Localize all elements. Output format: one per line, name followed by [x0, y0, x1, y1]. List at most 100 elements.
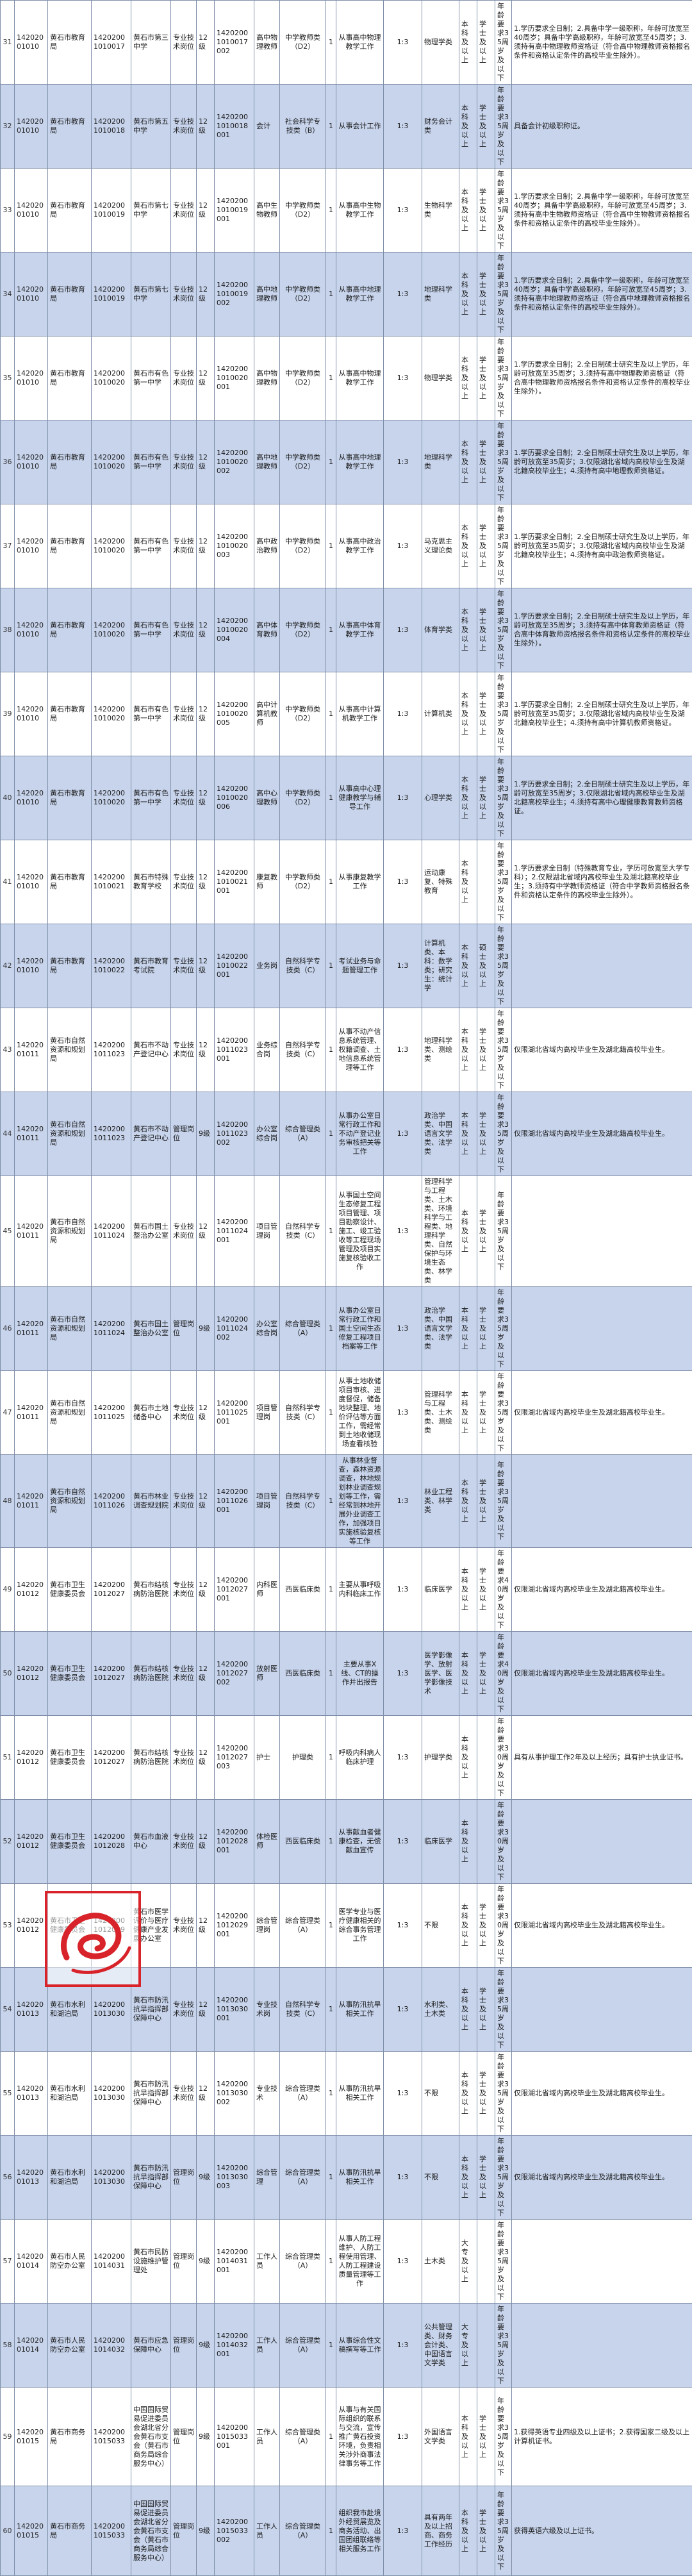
table-cell: 1:3 — [384, 1716, 422, 1800]
table-cell: 14202001012 — [15, 1800, 48, 1884]
table-cell: 1:3 — [384, 2304, 422, 2388]
table-cell: 黄石市第五中学 — [131, 85, 171, 169]
table-cell: 体育学类 — [422, 588, 459, 672]
table-cell: 33 — [1, 169, 15, 253]
table-cell: 1 — [326, 1800, 336, 1884]
table-cell: 管理岗位 — [171, 2388, 197, 2486]
table-cell: 学士及以上 — [477, 337, 495, 420]
table-cell: 生物科学类 — [422, 169, 459, 253]
table-cell: 14202001010018 — [92, 85, 131, 169]
table-cell: 12级 — [197, 337, 215, 420]
table-cell: 政治学类、中国语言文学类、法学类 — [422, 1092, 459, 1176]
table-cell: 14202001011024 — [92, 1287, 131, 1371]
table-cell: 14202001013030001 — [215, 1968, 254, 2052]
table-cell: 从事高中体育教学工作 — [336, 588, 384, 672]
table-cell: 1:3 — [384, 2486, 422, 2576]
table-cell: 管理岗位 — [171, 2486, 197, 2576]
table-cell: 1 — [326, 1968, 336, 2052]
table-cell: 14202001011025 — [92, 1371, 131, 1455]
table-cell: 12级 — [197, 1968, 215, 2052]
table-cell: 从事高中地理教学工作 — [336, 420, 384, 504]
table-cell: 护士 — [254, 1716, 280, 1800]
table-cell: 1:3 — [384, 1, 422, 85]
table-cell: 14202001010020004 — [215, 588, 254, 672]
table-cell: 专业技术岗位 — [171, 420, 197, 504]
table-cell: 自然科学专技类（C） — [280, 1968, 326, 2052]
table-cell: 学士及以上 — [477, 1884, 495, 1968]
table-cell: 高中物理教师 — [254, 337, 280, 420]
table-cell: 年龄要求35周岁及以下 — [495, 1287, 512, 1371]
table-cell: 业务综合岗 — [254, 1008, 280, 1092]
table-cell: 14202001011 — [15, 1092, 48, 1176]
table-cell: 运动康复、特殊教育 — [422, 840, 459, 924]
table-cell: 黄石市有色第一中学 — [131, 756, 171, 840]
table-cell: 1:3 — [384, 1632, 422, 1716]
table-cell: 本科及以上 — [459, 1455, 477, 1548]
table-cell: 仅限湖北省域内高校毕业生及湖北籍高校毕业生。 — [512, 2136, 692, 2220]
table-cell: 1 — [326, 1632, 336, 1716]
table-cell: 43 — [1, 1008, 15, 1092]
table-cell: 地理科学类、测绘类 — [422, 1008, 459, 1092]
table-cell: 专业技术岗位 — [171, 1548, 197, 1632]
table-cell: 1:3 — [384, 420, 422, 504]
table-cell: 仅限湖北省域内高校毕业生及湖北籍高校毕业生。 — [512, 2052, 692, 2136]
table-cell: 黄石市第七中学 — [131, 253, 171, 337]
table-cell: 地理科学类 — [422, 420, 459, 504]
table-cell: 39 — [1, 672, 15, 756]
table-cell: 14202001012027 — [92, 1548, 131, 1632]
table-cell: 项目管理岗 — [254, 1176, 280, 1287]
table-cell: 14202001013 — [15, 2052, 48, 2136]
table-cell: 学士及以上 — [477, 1092, 495, 1176]
table-cell: 1 — [326, 2486, 336, 2576]
table-cell: 1.学历要求全日制；2.具备中学一级职称，年龄可放宽至40周岁；具备中学高级职称… — [512, 169, 692, 253]
table-cell: 1 — [326, 2388, 336, 2486]
table-cell: 14202001010019001 — [215, 169, 254, 253]
table-cell: 本科及以上 — [459, 504, 477, 588]
table-cell: 14202001012027001 — [215, 1548, 254, 1632]
table-cell: 14202001010021 — [92, 840, 131, 924]
table-cell: 具有两年及以上招商、商务工作经历 — [422, 2486, 459, 2576]
table-cell: 本科及以上 — [459, 1716, 477, 1800]
table-cell: 1:3 — [384, 840, 422, 924]
table-cell: 不限 — [422, 2136, 459, 2220]
table-cell: 黄石市卫生健康委员会 — [48, 1716, 92, 1800]
table-cell — [477, 1800, 495, 1884]
table-cell: 14202001012027 — [92, 1716, 131, 1800]
table-cell: 14202001012 — [15, 1716, 48, 1800]
table-cell: 9级 — [197, 1092, 215, 1176]
table-cell: 学士及以上 — [477, 1632, 495, 1716]
table-cell: 学士及以上 — [477, 1371, 495, 1455]
table-cell: 中学教师类（D2） — [280, 504, 326, 588]
table-cell: 年龄要求40周岁及以下 — [495, 1548, 512, 1632]
table-cell: 专业技术岗位 — [171, 756, 197, 840]
table-cell: 1 — [326, 85, 336, 169]
table-cell: 14202001011 — [15, 1287, 48, 1371]
table-cell: 14202001012027003 — [215, 1716, 254, 1800]
table-cell: 黄石市土地储备中心 — [131, 1371, 171, 1455]
table-cell: 专业技术岗 — [254, 1968, 280, 2052]
table-cell: 1:3 — [384, 1884, 422, 1968]
table-cell: 具有从事护理工作2年及以上经历；具有护士执业证书。 — [512, 1716, 692, 1800]
table-cell: 1.学历要求全日制（特殊教育专业，学历可放宽至大学专科）；2.仅限湖北省域内高校… — [512, 840, 692, 924]
table-cell: 14202001012029001 — [215, 1884, 254, 1968]
table-cell: 护理学类 — [422, 1716, 459, 1800]
table-cell: 本科及以上 — [459, 1968, 477, 2052]
table-cell: 黄石市结核病防治医院 — [131, 1548, 171, 1632]
table-cell: 业务岗 — [254, 924, 280, 1008]
table-cell: 自然科学专技类（C） — [280, 924, 326, 1008]
table-cell: 14202001015033 — [92, 2486, 131, 2576]
table-cell: 50 — [1, 1632, 15, 1716]
table-cell: 年龄要求35周岁及以下 — [495, 924, 512, 1008]
table-cell: 14202001014 — [15, 2220, 48, 2304]
table-cell: 专业技术岗位 — [171, 672, 197, 756]
table-cell: 12级 — [197, 924, 215, 1008]
table-cell: 物理学类 — [422, 1, 459, 85]
table-cell: 1:3 — [384, 1968, 422, 2052]
